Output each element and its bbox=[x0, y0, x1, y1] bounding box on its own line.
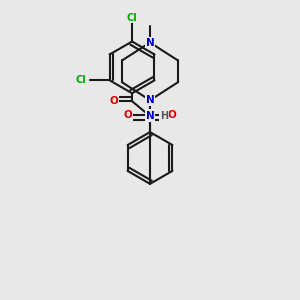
Text: O: O bbox=[124, 110, 133, 120]
Text: Cl: Cl bbox=[75, 75, 86, 85]
Text: S: S bbox=[146, 110, 154, 120]
Text: N: N bbox=[146, 38, 154, 47]
Text: H: H bbox=[160, 111, 168, 121]
Text: O: O bbox=[167, 110, 176, 120]
Text: N: N bbox=[146, 111, 154, 121]
Text: O: O bbox=[110, 96, 118, 106]
Text: N: N bbox=[146, 95, 154, 105]
Text: Cl: Cl bbox=[127, 13, 137, 22]
